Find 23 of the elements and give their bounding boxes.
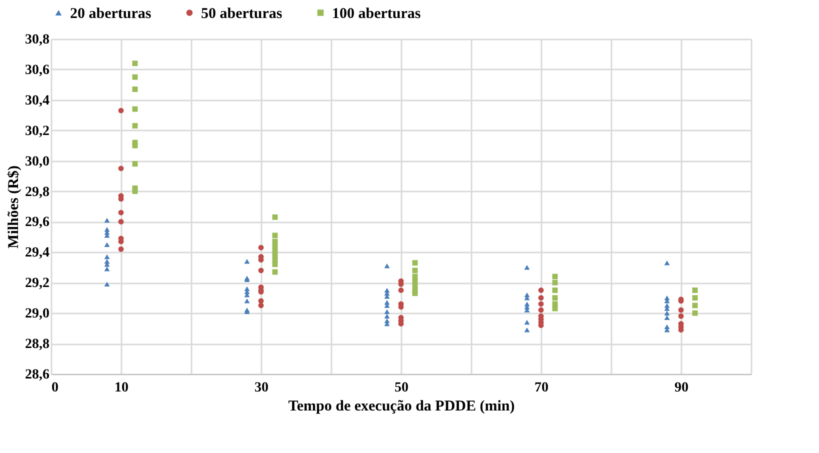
y-tick-label: 29,2 [25,276,50,292]
y-tick-label: 30,2 [25,124,50,139]
y-tick-label: 28,6 [25,368,50,382]
y-tick-label: 30,8 [25,32,50,48]
x-tick-label: 0 [52,380,58,396]
legend-label: 100 aberturas [332,6,421,22]
y-tick-label: 29,4 [25,246,50,261]
legend-label: 20 aberturas [70,6,152,22]
x-tick-label: 70 [534,380,548,396]
x-tick-label: 10 [114,380,128,396]
x-tick-label: 30 [254,380,268,396]
y-tick-label: 29,0 [25,306,50,322]
y-axis-title: Milhões (R$) [6,166,22,248]
y-tick-label: 30,0 [25,154,50,170]
legend-label: 50 aberturas [201,6,282,22]
y-tick-label: 29,8 [25,184,50,200]
y-tick-label: 30,4 [25,93,50,108]
x-tick-label: 90 [674,380,688,396]
y-tick-label: 30,6 [25,62,50,78]
x-tick-label: 50 [394,380,408,396]
x-axis-title: Tempo de execução da PDDE (min) [288,398,515,414]
y-tick-label: 29,6 [25,215,50,230]
y-tick-label: 28,8 [25,337,50,352]
